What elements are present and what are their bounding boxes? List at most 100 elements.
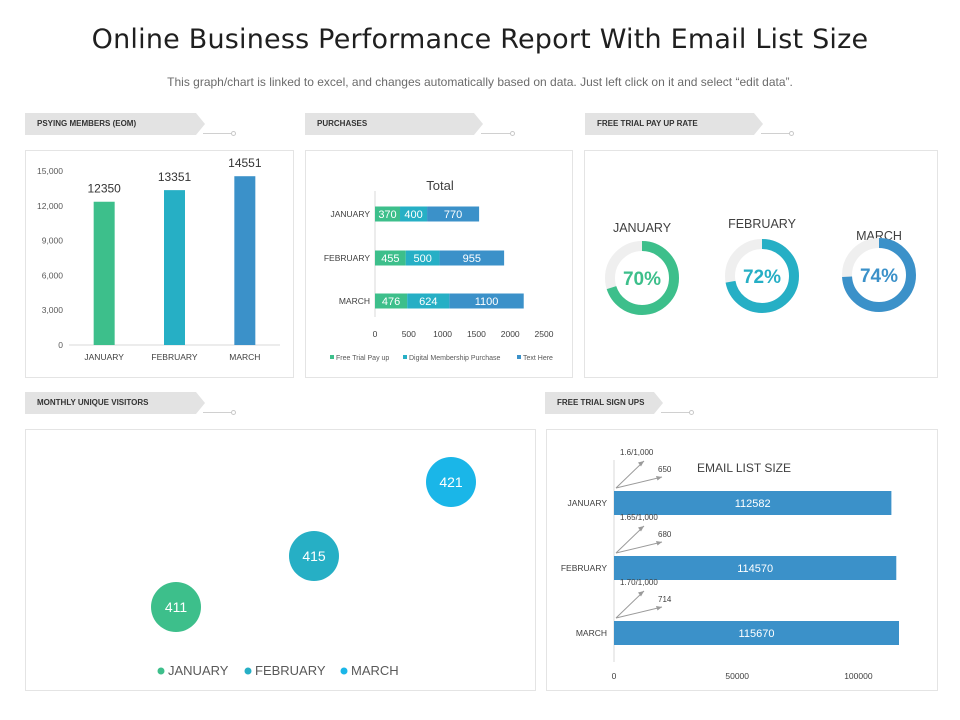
annotation-ratio: 1.65/1,000 — [620, 513, 658, 522]
donut-value: 70% — [623, 269, 661, 290]
tag-connector — [481, 133, 512, 134]
bar-segment — [427, 206, 480, 222]
y-tick-label: FEBRUARY — [324, 253, 370, 263]
x-tick-label: FEBRUARY — [151, 352, 197, 362]
tag-dot — [510, 131, 515, 136]
annotation-arrow — [615, 525, 645, 554]
bubble — [151, 582, 201, 632]
annotation-ratio: 1.6/1,000 — [620, 448, 654, 457]
y-tick-label: MARCH — [576, 628, 607, 638]
legend-label: Text Here — [523, 355, 553, 362]
section-tag-visitors: MONTHLY UNIQUE VISITORS — [25, 392, 205, 414]
annotation-arrow — [615, 541, 663, 554]
tag-dot — [231, 410, 236, 415]
trial-rate-chart: JANUARY 70% FEBRUARY 72% MARCH 74% — [605, 217, 916, 315]
bar — [234, 176, 256, 345]
tag-connector — [761, 133, 791, 134]
annotation-arrow — [615, 476, 663, 489]
x-tick-label: 2000 — [501, 329, 520, 339]
donut-value: 74% — [860, 266, 898, 287]
chart-title: EMAIL LIST SIZE — [697, 461, 791, 475]
y-tick-label: 12,000 — [37, 201, 63, 211]
bubble-value-label: 415 — [302, 548, 326, 564]
segment-value-label: 624 — [419, 296, 437, 308]
visitors-panel: 411 415 421 JANUARY FEBRUARY MARCH — [25, 429, 536, 691]
x-tick-label: 0 — [373, 329, 378, 339]
chart-title: Total — [426, 178, 454, 193]
legend-swatch — [403, 355, 407, 359]
bubble — [289, 531, 339, 581]
y-tick-label: 6,000 — [42, 270, 64, 280]
segment-value-label: 400 — [404, 209, 422, 221]
segment-value-label: 1100 — [475, 296, 499, 308]
bar-segment — [375, 293, 408, 309]
bar — [93, 201, 115, 345]
x-tick-label: 500 — [402, 329, 416, 339]
legend-label: FEBRUARY — [255, 663, 326, 678]
annotation-arrowhead — [656, 606, 662, 611]
annotation-signups: 650 — [658, 465, 672, 474]
signups-panel: EMAIL LIST SIZE JANUARY 112582 1.6/1,000 650… — [546, 429, 938, 691]
legend-swatch — [517, 355, 521, 359]
tag-connector — [203, 133, 233, 134]
bar — [164, 190, 185, 345]
bubble-value-label: 411 — [165, 599, 188, 615]
annotation-arrow — [615, 590, 645, 619]
bar-segment — [407, 293, 450, 309]
legend-marker — [244, 667, 252, 675]
annotation-arrowhead — [656, 476, 662, 481]
legend-label: Free Trial Pay up — [336, 355, 389, 362]
bar-segment — [439, 250, 505, 266]
annotation-arrowhead — [656, 541, 662, 546]
legend-label: Digital Membership Purchase — [409, 355, 501, 362]
x-tick-label: MARCH — [229, 352, 260, 362]
annotation-arrowhead — [638, 461, 644, 467]
x-tick-label: 1000 — [433, 329, 452, 339]
bar-value-label: 114570 — [737, 563, 773, 575]
bar-value-label: 115670 — [739, 628, 775, 640]
bar-segment — [375, 206, 401, 222]
bar-segment — [405, 250, 440, 266]
x-tick-label: JANUARY — [84, 352, 124, 362]
x-tick-label: 2500 — [535, 329, 554, 339]
bar — [614, 556, 897, 580]
y-tick-label: 0 — [58, 340, 63, 350]
segment-value-label: 770 — [444, 209, 462, 221]
y-tick-label: 15,000 — [37, 166, 63, 176]
y-tick-label: 3,000 — [42, 305, 64, 315]
tag-dot — [689, 410, 694, 415]
segment-value-label: 370 — [378, 209, 396, 221]
legend-label: JANUARY — [168, 663, 229, 678]
annotation-arrow — [615, 460, 645, 489]
bar-value-label: 13351 — [158, 170, 192, 184]
bar-segment — [400, 206, 428, 222]
section-tag-signups: FREE TRIAL SIGN UPS — [545, 392, 663, 414]
donut-arc — [842, 238, 916, 312]
legend-marker — [157, 667, 165, 675]
section-tag-members: PSYING MEMBERS (EOM) — [25, 113, 205, 135]
bar-value-label: 14551 — [228, 156, 262, 170]
members-panel: 0 3,000 6,000 9,000 12,000 15,000 12350 JANUARY… — [25, 150, 294, 378]
page-subtitle: This graph/chart is linked to excel, and… — [167, 75, 793, 89]
segment-value-label: 500 — [413, 253, 431, 265]
annotation-signups: 680 — [658, 530, 672, 539]
x-tick-label: 50000 — [725, 671, 749, 681]
members-chart: 0 3,000 6,000 9,000 12,000 15,000 12350 JANUARY… — [37, 156, 280, 362]
bubble — [426, 457, 476, 507]
purchases-panel: Total JANUARY 370 400 770 FEBRUARY 455 500 955 MA… — [305, 150, 573, 378]
bar-segment — [449, 293, 524, 309]
annotation-arrowhead — [638, 591, 644, 597]
legend-marker — [340, 667, 348, 675]
y-tick-label: FEBRUARY — [561, 563, 607, 573]
x-tick-label: 0 — [612, 671, 617, 681]
bar-segment — [375, 250, 406, 266]
bar-value-label: 112582 — [735, 498, 771, 510]
donut-label: MARCH — [856, 229, 902, 243]
x-tick-label: 1500 — [467, 329, 486, 339]
tag-connector — [661, 412, 691, 413]
tag-connector — [203, 412, 233, 413]
legend-swatch — [330, 355, 334, 359]
page-title: Online Business Performance Report With … — [91, 24, 869, 55]
y-tick-label: JANUARY — [567, 498, 607, 508]
purchases-chart: Total JANUARY 370 400 770 FEBRUARY 455 500 955 MA… — [324, 178, 554, 362]
